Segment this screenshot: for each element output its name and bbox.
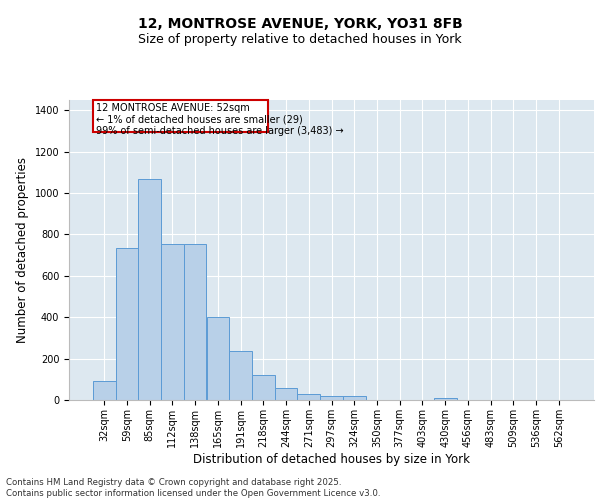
Bar (161, 244, 184, 400)
Bar (434, 398, 457, 400)
Bar (184, 244, 206, 400)
Bar (298, 394, 320, 400)
Text: 12 MONTROSE AVENUE: 52sqm
← 1% of detached houses are smaller (29)
99% of semi-d: 12 MONTROSE AVENUE: 52sqm ← 1% of detach… (96, 103, 344, 136)
Bar (343, 396, 365, 400)
Bar (93, 382, 116, 400)
Bar (252, 375, 275, 400)
Bar (206, 317, 229, 400)
Y-axis label: Number of detached properties: Number of detached properties (16, 157, 29, 343)
Text: Contains HM Land Registry data © Crown copyright and database right 2025.
Contai: Contains HM Land Registry data © Crown c… (6, 478, 380, 498)
Text: 12, MONTROSE AVENUE, YORK, YO31 8FB: 12, MONTROSE AVENUE, YORK, YO31 8FB (137, 18, 463, 32)
Bar (93, 100, 268, 132)
Bar (275, 388, 298, 400)
X-axis label: Distribution of detached houses by size in York: Distribution of detached houses by size … (193, 452, 470, 466)
Bar (320, 396, 343, 400)
Bar (139, 178, 161, 400)
Bar (116, 248, 139, 400)
Text: Size of property relative to detached houses in York: Size of property relative to detached ho… (138, 32, 462, 46)
Bar (229, 351, 252, 400)
